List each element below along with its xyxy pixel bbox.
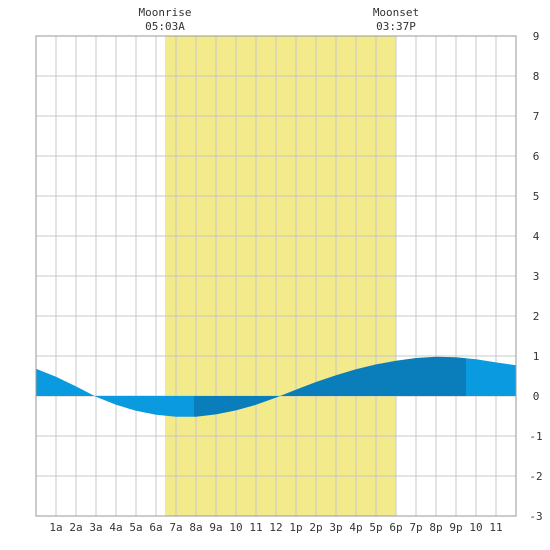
y-tick-label: 7 — [533, 110, 540, 123]
x-tick-label: 8p — [429, 521, 442, 534]
plot-frame — [35, 35, 517, 517]
x-tick-label: 9a — [209, 521, 222, 534]
x-tick-label: 7p — [409, 521, 422, 534]
x-tick-label: 1p — [289, 521, 302, 534]
x-tick-label: 4a — [109, 521, 122, 534]
x-tick-label: 5a — [129, 521, 142, 534]
x-tick-label: 12 — [269, 521, 282, 534]
x-tick-label: 2p — [309, 521, 322, 534]
x-tick-label: 10 — [469, 521, 482, 534]
x-tick-label: 6a — [149, 521, 162, 534]
y-tick-label: -3 — [529, 510, 542, 523]
x-tick-label: 6p — [389, 521, 402, 534]
tide-area-day — [194, 356, 466, 417]
moon-annotation-label: Moonset — [373, 6, 419, 19]
y-tick-label: 4 — [533, 230, 540, 243]
x-tick-label: 5p — [369, 521, 382, 534]
y-tick-label: -1 — [529, 430, 542, 443]
y-tick-label: 9 — [533, 30, 540, 43]
y-tick-label: 0 — [533, 390, 540, 403]
y-tick-label: 1 — [533, 350, 540, 363]
y-tick-label: 5 — [533, 190, 540, 203]
x-tick-label: 3p — [329, 521, 342, 534]
y-tick-label: 8 — [533, 70, 540, 83]
y-tick-label: 3 — [533, 270, 540, 283]
moon-annotation-time: 05:03A — [145, 20, 185, 33]
y-tick-labels: 9 8 7 6 5 4 3 2 1 0 -1 -2 -3 — [529, 30, 542, 523]
tide-area-layer — [36, 356, 516, 417]
moon-annotation-label: Moonrise — [139, 6, 192, 19]
x-tick-label: 9p — [449, 521, 462, 534]
x-tick-label: 3a — [89, 521, 102, 534]
x-tick-label: 11 — [249, 521, 262, 534]
y-tick-label: -2 — [529, 470, 542, 483]
x-tick-label: 2a — [69, 521, 82, 534]
x-tick-labels: 1a 2a 3a 4a 5a 6a 7a 8a 9a 10 11 12 1p 2p 3p 4p 5p 6p 7p 8p… — [49, 521, 502, 534]
x-tick-label: 4p — [349, 521, 362, 534]
x-tick-label: 7a — [169, 521, 182, 534]
x-tick-label: 11 — [489, 521, 502, 534]
moon-annotation-time: 03:37P — [376, 20, 416, 33]
x-tick-label: 8a — [189, 521, 202, 534]
y-tick-label: 6 — [533, 150, 540, 163]
x-tick-label: 10 — [229, 521, 242, 534]
x-tick-label: 1a — [49, 521, 62, 534]
y-tick-label: 2 — [533, 310, 540, 323]
